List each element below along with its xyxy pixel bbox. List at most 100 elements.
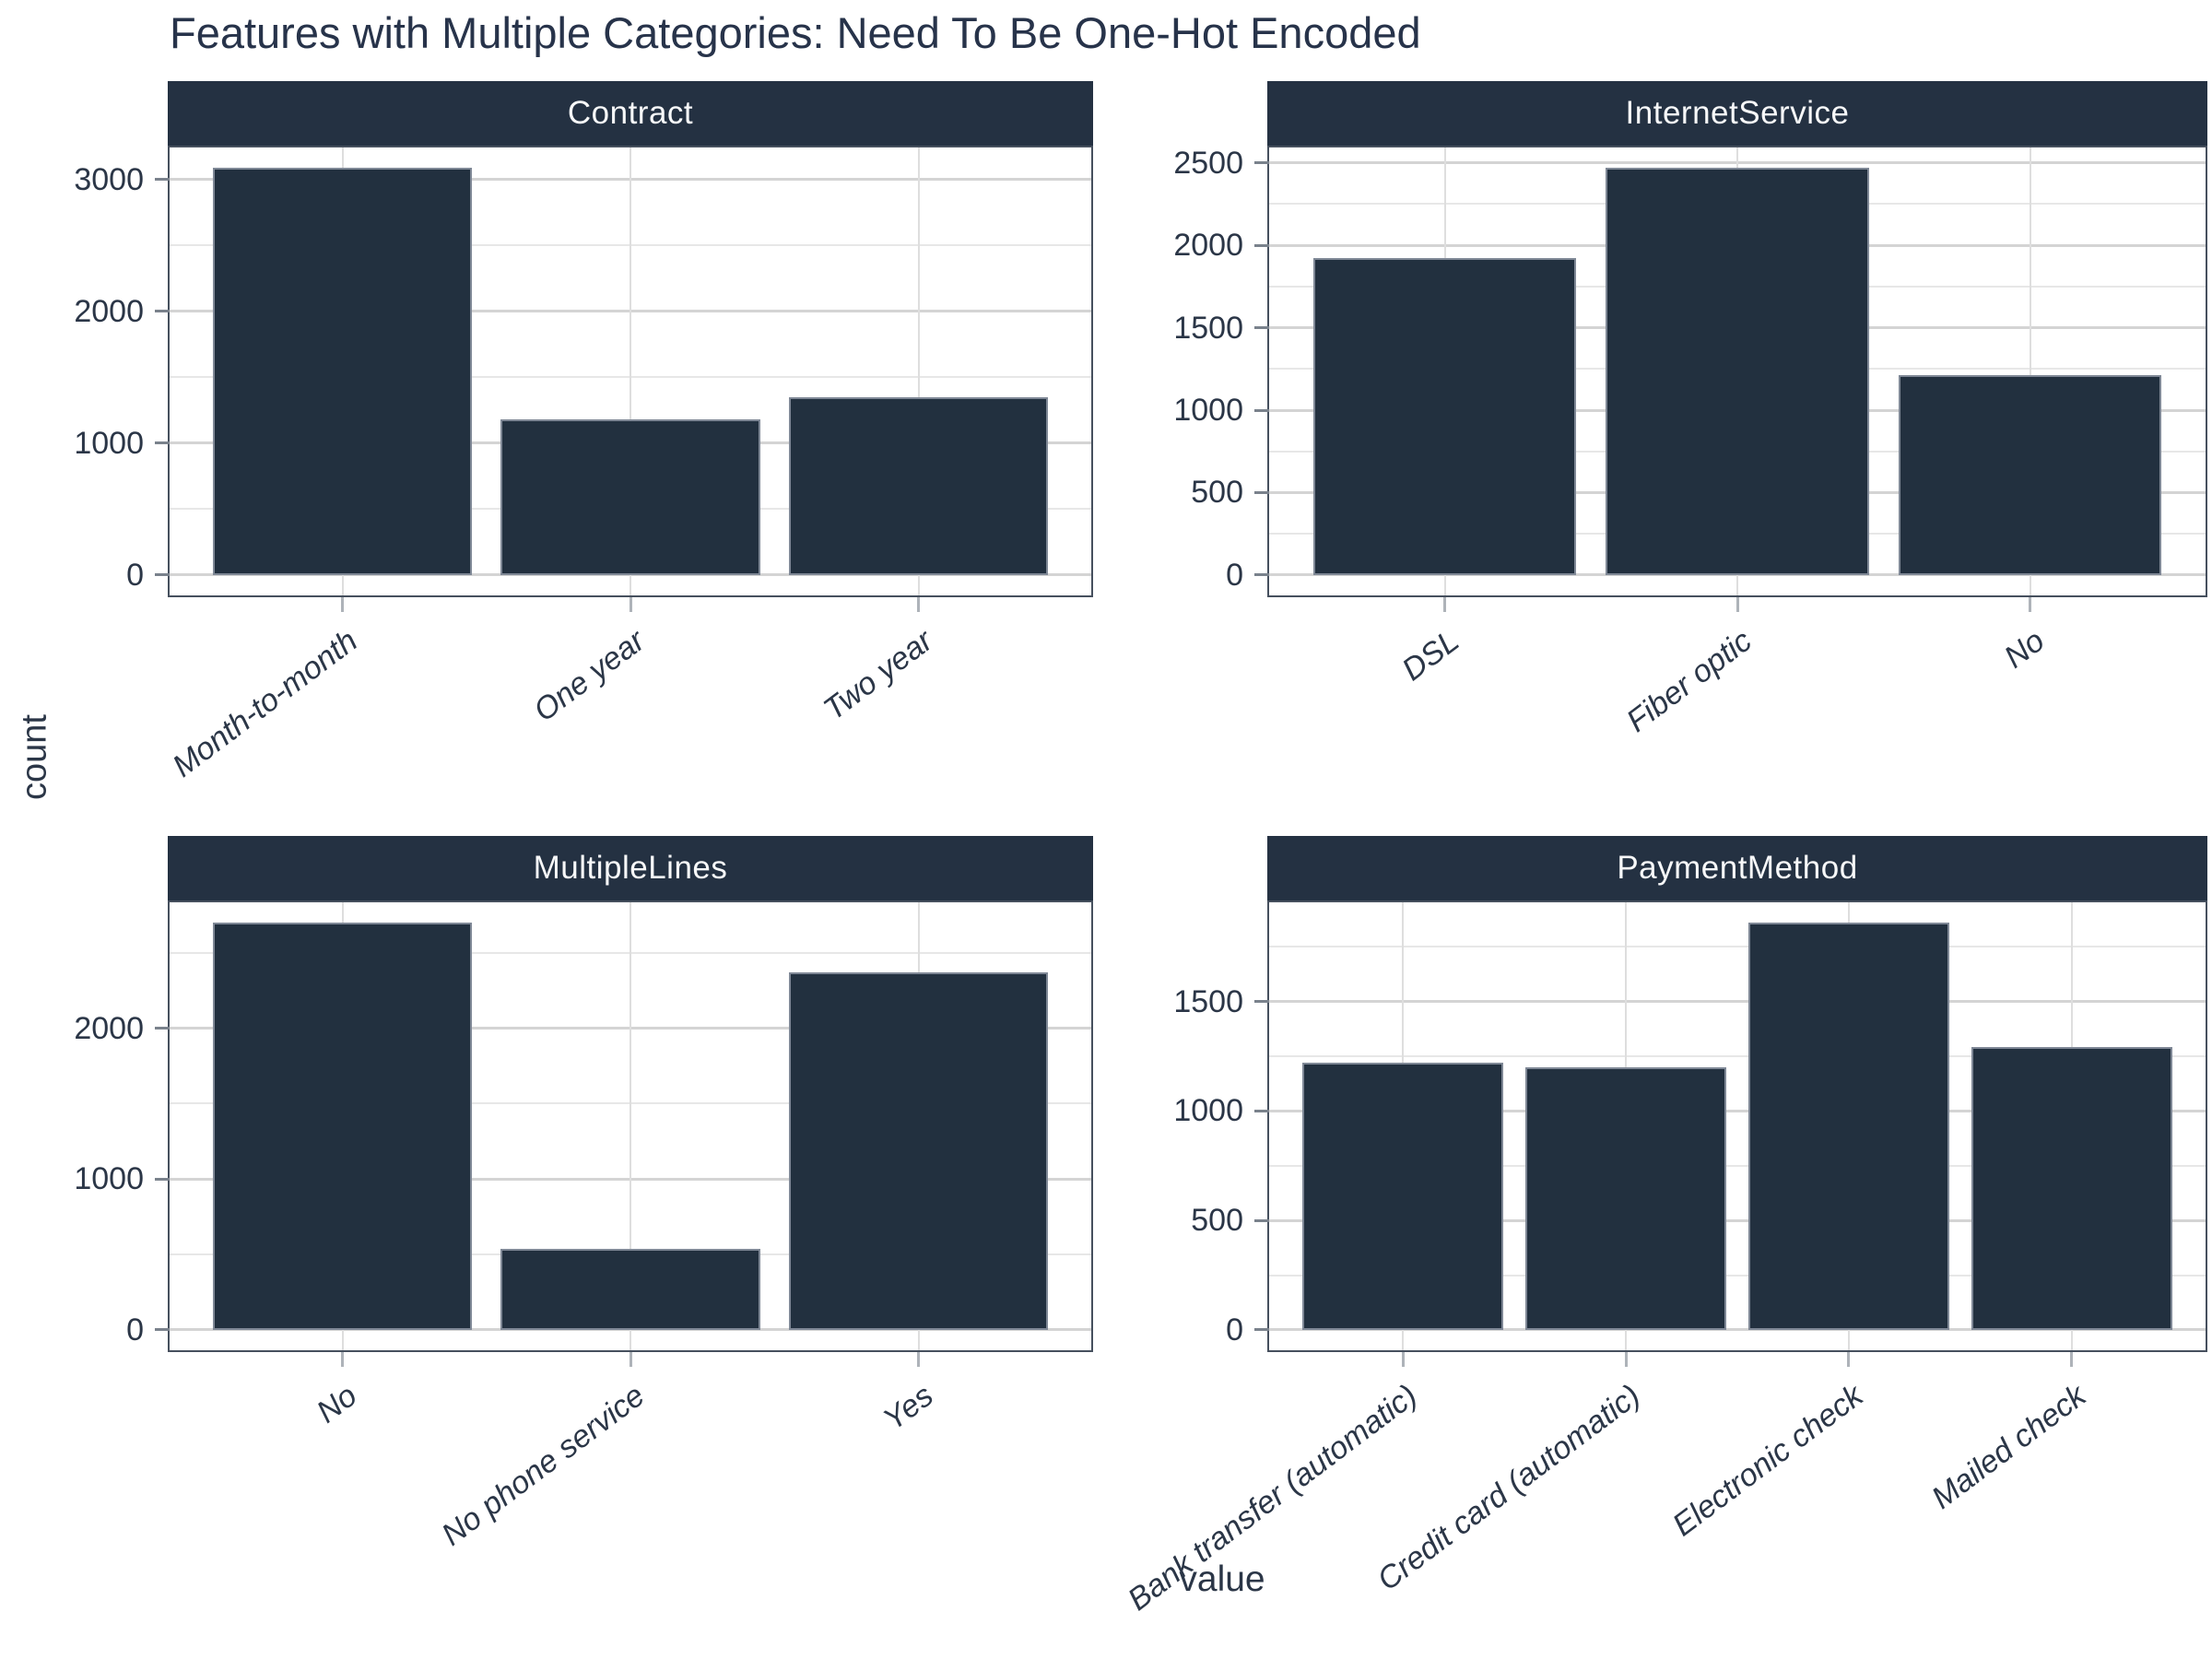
y-tick-label: 500 <box>1191 1203 1243 1239</box>
vertical-gridline <box>917 147 920 595</box>
x-tick-mark <box>629 1352 632 1367</box>
facet-panel-multiplelines: MultipleLines 0 1000 2000 No No phone servic… <box>74 836 1093 1553</box>
x-tick-label-text: One year <box>527 623 652 729</box>
vertical-gridline <box>629 147 631 595</box>
y-tick-label: 1500 <box>1173 983 1243 1019</box>
y-tick-label: 3000 <box>74 161 144 197</box>
x-tick-mark <box>1624 1352 1628 1367</box>
y-tick-mark <box>155 441 170 445</box>
x-tick-label-text: Electronic check <box>1666 1378 1870 1544</box>
plot-area: 0 500 1000 1500 2000 2500 DSL Fiber optic No <box>1173 146 2207 739</box>
bar-one-year <box>500 419 760 575</box>
facet-strip: PaymentMethod <box>1267 836 2207 900</box>
vertical-gridline <box>629 902 631 1350</box>
bar-month-to-month <box>212 168 473 575</box>
y-tick-label: 2500 <box>1173 145 1243 181</box>
facet-strip: Contract <box>168 81 1093 146</box>
y-tick-mark <box>155 310 170 313</box>
y-tick-mark <box>1254 243 1269 247</box>
y-tick-label: 0 <box>126 557 144 593</box>
bar-dsl <box>1312 258 1577 575</box>
y-tick-mark <box>155 178 170 182</box>
facet-strip: InternetService <box>1267 81 2207 146</box>
x-tick-mark <box>341 1352 344 1367</box>
bar-two-year <box>788 396 1049 575</box>
bar-mailed-check <box>1971 1047 2172 1330</box>
y-tick-mark <box>155 1027 170 1030</box>
facet-strip-label: MultipleLines <box>533 850 728 886</box>
x-tick-mark <box>1735 597 1739 612</box>
y-tick-mark <box>1254 490 1269 494</box>
x-tick-label-text: No <box>310 1378 364 1430</box>
y-tick-mark <box>155 573 170 577</box>
x-tick-label-text: No <box>1997 623 2052 676</box>
x-tick-label-text: DSL <box>1395 623 1466 688</box>
x-tick-mark <box>341 597 344 612</box>
minor-gridline <box>1269 1274 2206 1277</box>
bar-no-phone-service <box>500 1248 760 1330</box>
y-tick-mark <box>155 1177 170 1181</box>
x-tick-mark <box>1401 1352 1405 1367</box>
y-tick-mark <box>1254 408 1269 412</box>
y-tick-label: 0 <box>1226 1312 1243 1347</box>
minor-gridline <box>1269 1164 2206 1167</box>
facet-panel-paymentmethod: PaymentMethod 0 500 1000 1500 Bank transfer … <box>1122 836 2207 1618</box>
bar-credit-card-automatic- <box>1525 1066 1726 1330</box>
facet-strip-label: PaymentMethod <box>1617 850 1858 886</box>
bar-bank-transfer-automatic- <box>1302 1063 1503 1330</box>
y-tick-mark <box>1254 326 1269 330</box>
x-tick-label-text: Fiber optic <box>1620 623 1759 739</box>
y-tick-label: 0 <box>126 1312 144 1347</box>
x-axis-title: value <box>1179 1559 1265 1599</box>
x-tick-mark <box>1443 597 1446 612</box>
y-axis-title: count <box>15 714 54 800</box>
facet-strip: MultipleLines <box>168 836 1093 900</box>
x-tick-mark <box>2070 1352 2074 1367</box>
major-gridline <box>1269 1109 2206 1112</box>
y-tick-label: 2000 <box>74 1010 144 1046</box>
x-tick-label-text: Mailed check <box>1925 1378 2093 1516</box>
facet-strip-label: InternetService <box>1625 95 1850 131</box>
major-gridline <box>1269 1000 2206 1004</box>
y-tick-label: 0 <box>1226 557 1243 593</box>
facet-strip-label: Contract <box>567 95 694 131</box>
x-tick-mark <box>917 597 920 612</box>
facet-panel-contract: Contract 0 1000 2000 3000 Month-to-month One … <box>74 81 1093 784</box>
plot-area: 0 1000 2000 No No phone service Yes <box>74 900 1093 1553</box>
y-tick-label: 2000 <box>74 293 144 329</box>
major-gridline <box>1269 1218 2206 1222</box>
facet-panel-internetservice: InternetService 0 500 1000 1500 2000 2500 DSL F… <box>1173 81 2207 739</box>
x-tick-label-text: No phone service <box>435 1378 652 1553</box>
major-gridline <box>1269 1328 2206 1332</box>
plot-area: 0 500 1000 1500 Bank transfer (automatic) Cre… <box>1122 900 2207 1618</box>
y-tick-mark <box>1254 1328 1269 1332</box>
y-tick-label: 2000 <box>1173 228 1243 264</box>
bar-no <box>1898 374 2162 575</box>
y-tick-label: 1500 <box>1173 310 1243 346</box>
bar-yes <box>788 972 1049 1330</box>
x-tick-mark <box>1847 1352 1851 1367</box>
y-tick-mark <box>1254 1000 1269 1004</box>
y-tick-mark <box>1254 573 1269 577</box>
y-tick-mark <box>1254 1109 1269 1112</box>
y-tick-label: 1000 <box>1173 1093 1243 1129</box>
y-tick-mark <box>1254 1218 1269 1222</box>
minor-gridline <box>1269 946 2206 948</box>
y-tick-label: 1000 <box>74 425 144 461</box>
minor-gridline <box>1269 1054 2206 1057</box>
y-tick-label: 1000 <box>1173 393 1243 429</box>
bar-fiber-optic <box>1606 168 1869 575</box>
y-tick-label: 500 <box>1191 475 1243 511</box>
x-tick-mark <box>629 597 632 612</box>
x-tick-label-text: Two year <box>817 623 940 727</box>
x-tick-mark <box>917 1352 920 1367</box>
y-tick-mark <box>1254 161 1269 165</box>
bar-no <box>212 923 473 1330</box>
bar-electronic-check <box>1748 923 1949 1330</box>
chart-title: Features with Multiple Categories: Need … <box>170 8 1421 57</box>
x-tick-mark <box>2029 597 2031 612</box>
y-tick-label: 1000 <box>74 1161 144 1197</box>
x-tick-label-text: Yes <box>877 1378 940 1438</box>
y-tick-mark <box>155 1328 170 1332</box>
